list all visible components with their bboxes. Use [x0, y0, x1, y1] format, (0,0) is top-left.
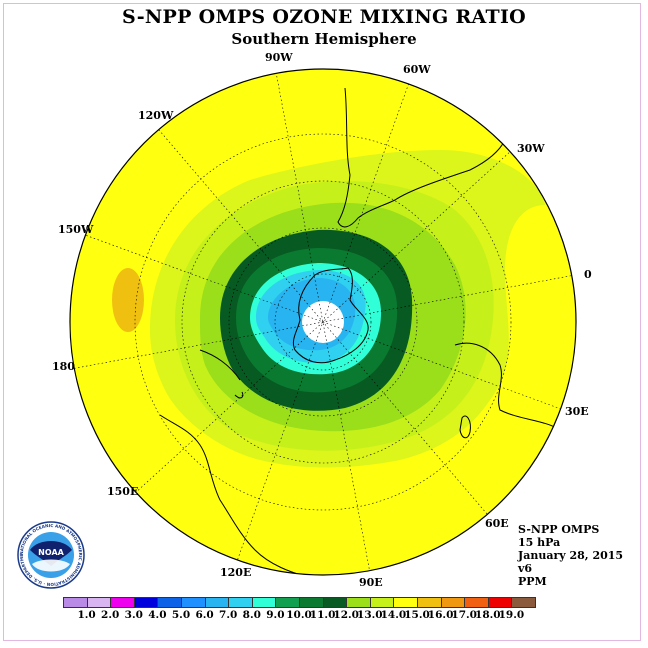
lon-label-150E: 150E: [107, 485, 138, 498]
map-frame: [3, 3, 641, 641]
colorbar-label: 11.0: [309, 609, 336, 621]
lon-label-150W: 150W: [58, 223, 94, 236]
colorbar-swatch: [204, 597, 230, 608]
colorbar-label: 14.0: [380, 609, 407, 621]
colorbar-swatch: [511, 597, 536, 608]
longitude-labels: 90W 60W 30W 0 30E 60E 90E 120E 150E 180 …: [52, 51, 592, 589]
info-units: PPM: [518, 575, 547, 588]
antarctica-coastline: [292, 267, 369, 364]
colorbar-label: 16.0: [427, 609, 454, 621]
lon-label-30E: 30E: [565, 405, 589, 418]
latitude-circle-70S: [228, 227, 418, 417]
lon-label-120W: 120W: [138, 109, 174, 122]
madagascar-coastline: [459, 415, 471, 439]
colorbar-label: 4.0: [148, 609, 167, 621]
info-level: 15 hPa: [518, 536, 561, 549]
lon-label-90W: 90W: [265, 51, 293, 64]
info-version: v6: [518, 562, 533, 575]
colorbar-swatch: [487, 597, 513, 608]
map-subtitle: Southern Hemisphere: [231, 30, 417, 48]
colorbar-label: 17.0: [451, 609, 477, 621]
colorbar-swatch: [416, 597, 442, 608]
colorbar-label: 19.0: [498, 609, 525, 621]
colorbar-swatch: [298, 597, 324, 608]
colorbar-label: 8.0: [242, 609, 261, 621]
colorbar-swatch: [63, 597, 88, 608]
meridian-90W-90E: [275, 71, 371, 574]
colorbar-label: 13.0: [357, 609, 383, 621]
colorbar-label: 6.0: [195, 609, 214, 621]
colorbar-label: 3.0: [124, 609, 143, 621]
colorbar-swatch: [346, 597, 371, 608]
noaa-logo-text: NOAA: [38, 548, 64, 557]
colorbar-label: 2.0: [101, 609, 120, 621]
colorbar-labels: 1.0 2.0 3.0 4.0 5.0 6.0 7.0 8.0 9.0 10.0 11.0 12.0 1…: [0, 609, 648, 623]
info-block: S-NPP OMPS 15 hPa January 28, 2015 v6 PP…: [518, 523, 623, 588]
colorbar-swatch: [393, 597, 418, 608]
coastlines: [159, 87, 561, 575]
lon-label-60W: 60W: [403, 63, 431, 76]
contour-15-blob: [112, 268, 144, 332]
colorbar-label: 7.0: [219, 609, 238, 621]
lon-label-90E: 90E: [359, 576, 383, 589]
map-title: S-NPP OMPS OZONE MIXING RATIO: [121, 6, 527, 28]
south-america-coastline: [337, 87, 506, 228]
ozone-field: [70, 69, 576, 575]
info-date: January 28, 2015: [518, 549, 624, 562]
latitude-circle-60S: [181, 180, 465, 464]
lon-label-120E: 120E: [220, 566, 251, 579]
meridian-30W-150E: [133, 149, 513, 495]
colorbar-swatch: [369, 597, 395, 608]
colorbar-swatch: [133, 597, 159, 608]
africa-coastline: [454, 342, 561, 431]
colorbar-swatch: [86, 597, 112, 608]
new-zealand-coastline: [199, 349, 244, 399]
colorbar-label: 10.0: [286, 609, 312, 621]
colorbar-label: 1.0: [77, 609, 96, 621]
lon-label-30W: 30W: [517, 142, 545, 155]
colorbar-swatch: [464, 597, 489, 608]
colorbar-swatch: [251, 597, 277, 608]
colorbar-swatch: [322, 597, 348, 608]
colorbar-label: 15.0: [404, 609, 430, 621]
graticule: [70, 71, 576, 574]
latitude-circle-80S: [274, 273, 372, 371]
colorbar-swatch: [180, 597, 206, 608]
colorbar-swatch: [275, 597, 300, 608]
info-instrument: S-NPP OMPS: [518, 523, 600, 536]
lon-label-60E: 60E: [485, 517, 509, 530]
colorbar-label: 5.0: [171, 609, 191, 621]
colorbar-swatch: [228, 597, 253, 608]
latitude-circle-50S: [134, 133, 512, 511]
lon-label-0: 0: [584, 268, 592, 281]
noaa-logo: NATIONAL OCEANIC AND ATMOSPHERIC ADMINIS…: [16, 520, 85, 589]
australia-coastline: [159, 414, 311, 575]
colorbar-label: 9.0: [266, 609, 285, 621]
map-boundary: [69, 68, 577, 576]
colorbar-swatch: [440, 597, 466, 608]
colorbar: [63, 597, 536, 608]
colorbar-label: 18.0: [475, 609, 501, 621]
colorbar-swatch: [110, 597, 135, 608]
colorbar-label: 12.0: [333, 609, 359, 621]
lon-label-180: 180: [52, 360, 75, 373]
colorbar-swatch: [157, 597, 182, 608]
meridian-60E-120W: [158, 129, 488, 515]
